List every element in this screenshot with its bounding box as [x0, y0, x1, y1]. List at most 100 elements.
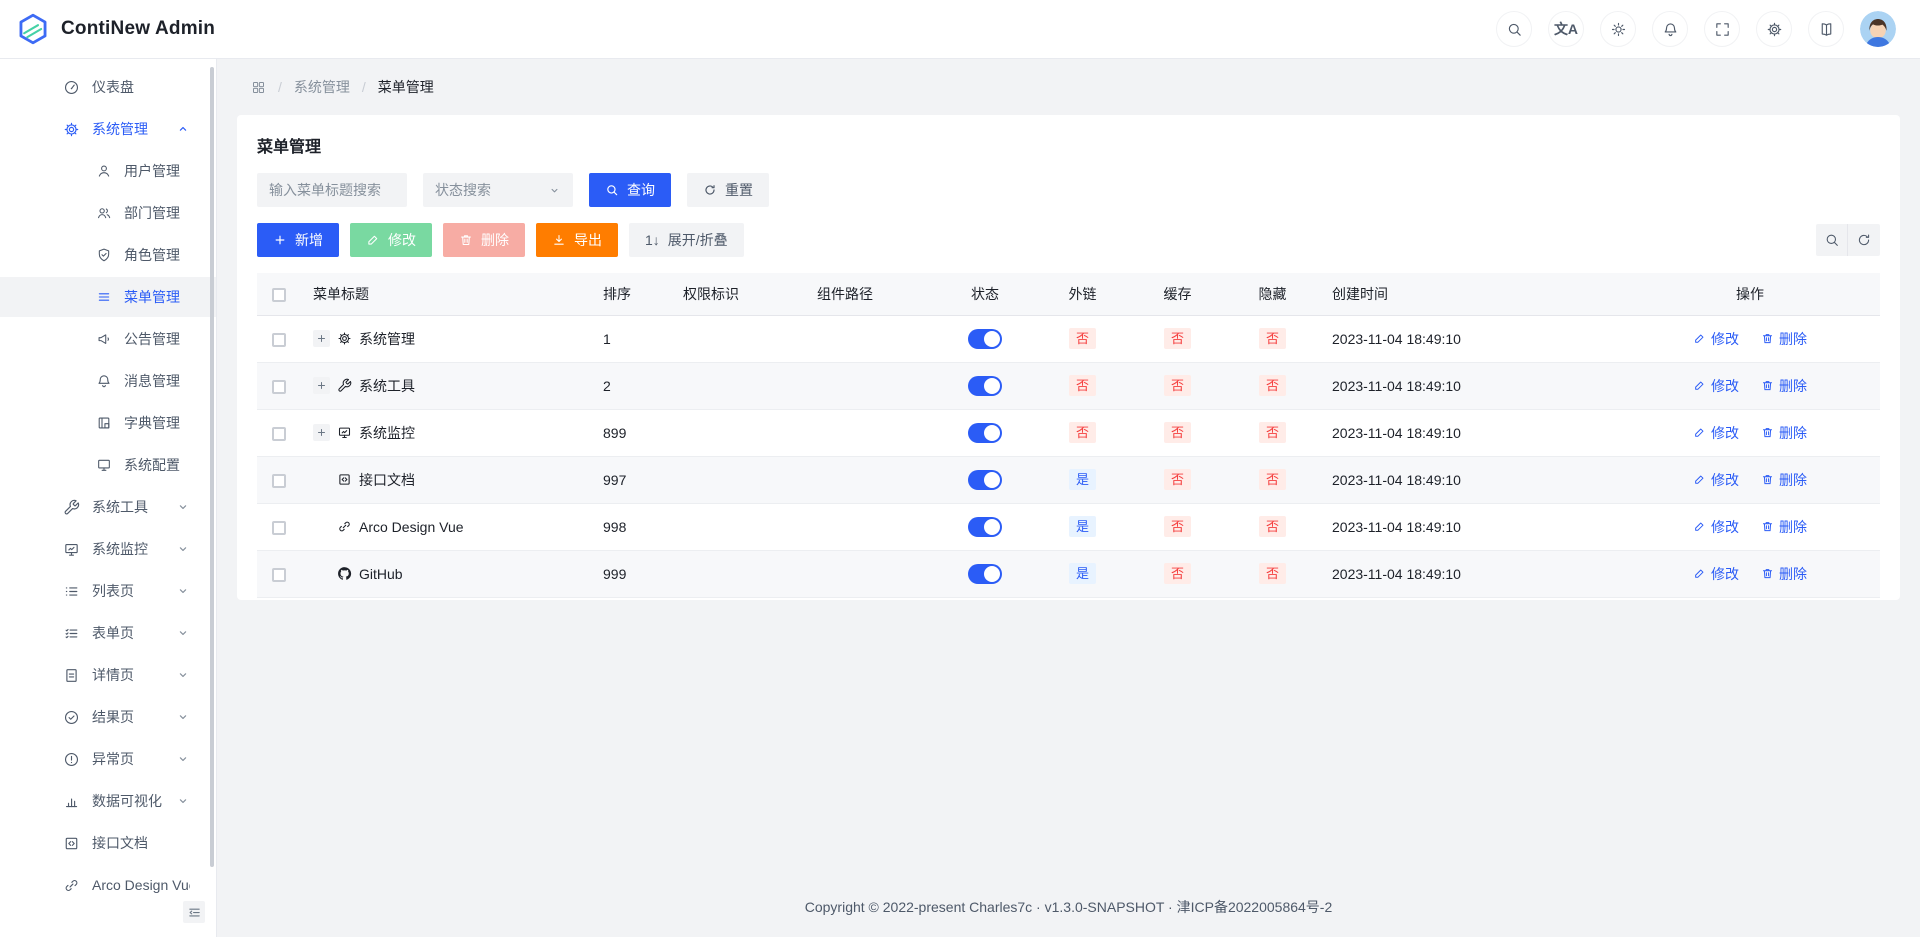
expand-icon[interactable]: [313, 424, 330, 441]
sidebar-item-system-monitor[interactable]: 系统监控: [0, 529, 216, 569]
expand-icon[interactable]: [313, 330, 330, 347]
book-icon[interactable]: [1808, 11, 1844, 47]
row-edit-link[interactable]: 修改: [1693, 376, 1739, 396]
column-header: 排序: [591, 273, 671, 316]
sun-icon[interactable]: [1600, 11, 1636, 47]
row-delete-link[interactable]: 删除: [1761, 329, 1807, 349]
fullscreen-icon[interactable]: [1704, 11, 1740, 47]
sidebar-item-api-docs[interactable]: 接口文档: [0, 823, 216, 863]
sidebar-item-role-management[interactable]: 角色管理: [0, 235, 216, 275]
gear-icon: [63, 121, 80, 138]
breadcrumb-item[interactable]: 系统管理: [293, 79, 350, 95]
sidebar-item-system-tools[interactable]: 系统工具: [0, 487, 216, 527]
select-all-checkbox[interactable]: [272, 287, 286, 302]
row-delete-link[interactable]: 删除: [1761, 376, 1807, 396]
bell-icon[interactable]: [1652, 11, 1688, 47]
sidebar-item-dashboard[interactable]: 仪表盘: [0, 67, 216, 107]
expand-collapse-button[interactable]: 1↓ 展开/折叠: [629, 223, 744, 257]
search-icon: [605, 183, 619, 197]
external-badge: 否: [1068, 422, 1096, 443]
perm-value: [671, 362, 805, 410]
status-toggle[interactable]: [968, 328, 1002, 349]
row-checkbox[interactable]: [272, 520, 286, 535]
row-edit-link[interactable]: 修改: [1693, 470, 1739, 490]
status-toggle[interactable]: [968, 469, 1002, 490]
dict-icon: [96, 415, 112, 431]
query-button[interactable]: 查询: [589, 173, 671, 207]
sidebar-item-user-management[interactable]: 用户管理: [0, 151, 216, 191]
row-checkbox[interactable]: [272, 426, 286, 441]
external-badge: 否: [1068, 375, 1096, 396]
row-delete-link[interactable]: 删除: [1761, 423, 1807, 443]
shield-icon: [96, 247, 112, 263]
row-edit-link[interactable]: 修改: [1693, 564, 1739, 584]
bell-icon: [96, 373, 112, 389]
gear-icon: [337, 331, 352, 346]
sidebar-item-message[interactable]: 消息管理: [0, 361, 216, 401]
hidden-badge: 否: [1258, 328, 1286, 349]
status-toggle[interactable]: [968, 516, 1002, 537]
cache-badge: 否: [1163, 422, 1191, 443]
row-delete-link[interactable]: 删除: [1761, 470, 1807, 490]
top-bar: ContiNew Admin 文A: [0, 0, 1920, 59]
reset-button[interactable]: 重置: [687, 173, 769, 207]
status-toggle[interactable]: [968, 375, 1002, 396]
sidebar-item-exception-page[interactable]: 异常页: [0, 739, 216, 779]
status-select[interactable]: 状态搜索: [423, 173, 573, 207]
plus-icon: [273, 233, 287, 247]
row-delete-link[interactable]: 删除: [1761, 564, 1807, 584]
row-checkbox[interactable]: [272, 379, 286, 394]
edit-button[interactable]: 修改: [350, 223, 432, 257]
search-icon[interactable]: [1496, 11, 1532, 47]
path-value: [805, 362, 935, 410]
sidebar-item-arco-design-vue[interactable]: Arco Design Vue: [0, 865, 216, 905]
sidebar-item-announcement[interactable]: 公告管理: [0, 319, 216, 359]
avatar[interactable]: [1860, 11, 1896, 47]
created-time: 2023-11-04 18:49:10: [1320, 362, 1620, 410]
delete-button[interactable]: 删除: [443, 223, 525, 257]
path-value: [805, 550, 935, 598]
created-time: 2023-11-04 18:49:10: [1320, 550, 1620, 598]
export-button[interactable]: 导出: [536, 223, 618, 257]
sidebar-item-system-management[interactable]: 系统管理: [0, 109, 216, 149]
header-actions: 文A: [1496, 11, 1896, 47]
pencil-icon: [366, 233, 380, 247]
gear-icon[interactable]: [1756, 11, 1792, 47]
perm-value: [671, 550, 805, 598]
sidebar-scrollbar[interactable]: [210, 67, 214, 867]
row-edit-link[interactable]: 修改: [1693, 423, 1739, 443]
table-refresh-icon[interactable]: [1848, 224, 1880, 256]
sidebar-item-menu-management[interactable]: 菜单管理: [0, 277, 216, 317]
sidebar-item-dept-management[interactable]: 部门管理: [0, 193, 216, 233]
page-title: 菜单管理: [257, 139, 322, 156]
apps-icon[interactable]: [251, 80, 266, 95]
sidebar-item-system-config[interactable]: 系统配置: [0, 445, 216, 485]
external-badge: 是: [1068, 563, 1096, 584]
translate-icon[interactable]: 文A: [1548, 11, 1584, 47]
row-checkbox[interactable]: [272, 567, 286, 582]
sort-value: 998: [591, 503, 671, 551]
expand-icon[interactable]: [313, 377, 330, 394]
row-edit-link[interactable]: 修改: [1693, 329, 1739, 349]
row-delete-link[interactable]: 删除: [1761, 517, 1807, 537]
sidebar-item-data-visualization[interactable]: 数据可视化: [0, 781, 216, 821]
table-tools: [1816, 224, 1880, 256]
table-search-icon[interactable]: [1816, 224, 1848, 256]
sidebar-item-dict-management[interactable]: 字典管理: [0, 403, 216, 443]
sidebar-item-detail-page[interactable]: 详情页: [0, 655, 216, 695]
sort-value: 1: [591, 315, 671, 363]
row-edit-link[interactable]: 修改: [1693, 517, 1739, 537]
status-toggle[interactable]: [968, 422, 1002, 443]
hidden-badge: 否: [1258, 422, 1286, 443]
sidebar-item-form-page[interactable]: 表单页: [0, 613, 216, 653]
check-circle-icon: [63, 709, 80, 726]
menu-title: 系统管理: [359, 330, 415, 347]
sidebar-item-list-page[interactable]: 列表页: [0, 571, 216, 611]
row-checkbox[interactable]: [272, 473, 286, 488]
status-toggle[interactable]: [968, 563, 1002, 584]
sidebar-item-result-page[interactable]: 结果页: [0, 697, 216, 737]
add-button[interactable]: 新增: [257, 223, 339, 257]
row-checkbox[interactable]: [272, 332, 286, 347]
menu-fold-icon[interactable]: [183, 901, 205, 923]
menu-title-search-input[interactable]: [257, 173, 407, 207]
